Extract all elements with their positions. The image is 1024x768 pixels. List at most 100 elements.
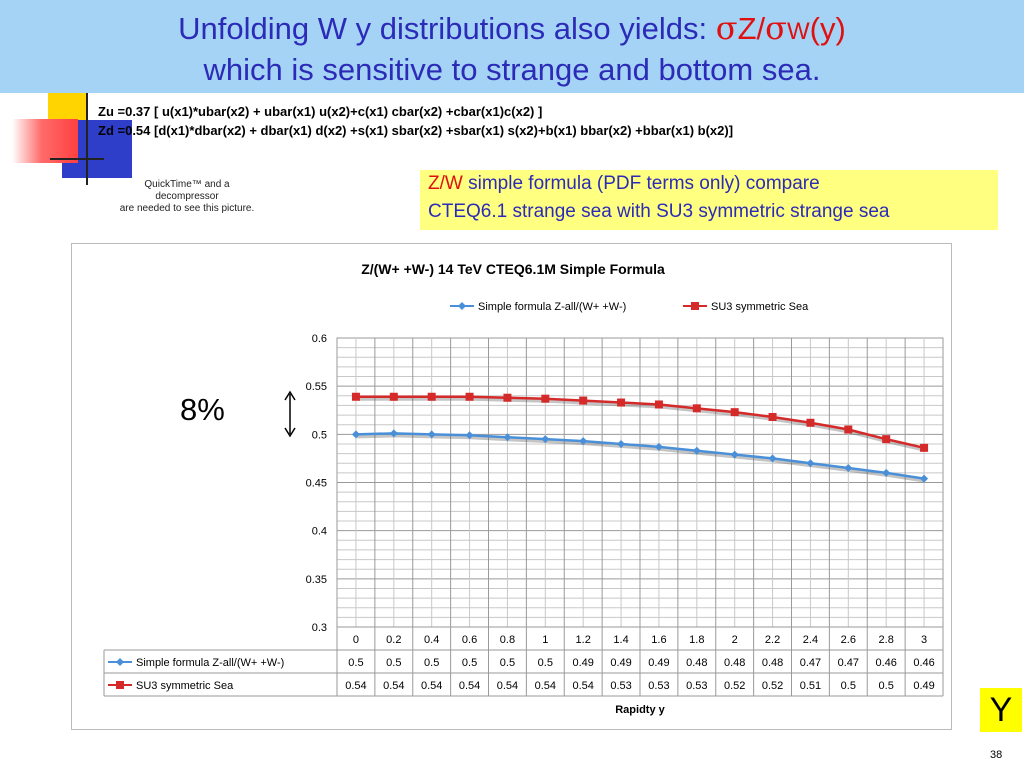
deco-vertical-line [86,93,88,185]
x-tick-label: 2.4 [803,634,818,646]
table-cell: 0.48 [686,657,707,669]
chart-legend: Simple formula Z-all/(W+ +W-) SU3 symmetr… [450,301,809,313]
series-line [355,432,925,480]
y-axis: 0.6 0.55 0.5 0.45 0.4 0.35 0.3 [306,333,327,634]
data-point [427,392,436,401]
arrow-head-down [284,427,296,438]
table-cell: 0.53 [686,680,707,692]
data-point [617,398,626,407]
quicktime-placeholder: QuickTime™ and a decompressor are needed… [92,179,282,215]
x-tick-label: 2.6 [841,634,856,646]
y-tick-label: 0.3 [312,622,327,634]
data-point [844,425,853,434]
slide-title-line-1: Unfolding W y distributions also yields:… [0,10,1024,50]
data-point [617,439,626,448]
data-point [692,404,701,413]
note-zw-label: Z/W [428,173,463,194]
sigma-symbol-z: σ [715,9,738,47]
data-point [768,412,777,421]
x-tick-label: 1.8 [689,634,704,646]
x-tick-label: 2.2 [765,634,780,646]
data-point [541,435,550,444]
table-cell: 0.46 [875,657,896,669]
x-tick-label: 0 [353,634,359,646]
table-cell: 0.5 [500,657,515,669]
data-point [503,393,512,402]
table-cell: 0.49 [610,657,631,669]
y-tick-label: 0.6 [312,333,327,345]
chart-title: Z/(W+ +W-) 14 TeV CTEQ6.1M Simple Formul… [361,261,665,277]
title-y-arg: (y) [809,11,846,46]
data-point [806,418,815,427]
formula-zd: Zd =0.54 [d(x1)*dbar(x2) + dbar(x1) d(x2… [98,123,734,138]
title-w-sub: W [787,18,810,45]
table-legend-marker [116,658,124,666]
y-tick-label: 0.55 [306,381,327,393]
page-number: 38 [990,749,1003,761]
legend-label: SU3 symmetric Sea [711,301,809,313]
slide-title-bar: Unfolding W y distributions also yields:… [0,0,1024,93]
x-tick-label: 0.4 [424,634,439,646]
data-point [730,408,739,417]
table-cell: 0.46 [913,657,934,669]
table-cell: 0.53 [610,680,631,692]
data-point [806,459,815,468]
data-table: 0 0.2 0.4 0.6 0.8 1 1.2 1.4 1.6 1.8 2 2.2 2.4 2.6 2.8 3… [103,626,944,697]
data-point [730,450,739,459]
data-point [465,431,474,440]
x-tick-label: 0.6 [462,634,477,646]
chart-grid [336,337,944,628]
table-cell: 0.54 [421,680,442,692]
legend-marker [691,302,699,310]
table-cell: 0.52 [724,680,745,692]
table-cell: 0.5 [462,657,477,669]
x-tick-label: 1 [542,634,548,646]
data-point [541,394,550,403]
data-point [503,433,512,442]
quicktime-line-3: are needed to see this picture. [119,203,255,214]
y-badge: Y [980,688,1022,732]
table-cell: 0.54 [459,680,480,692]
table-cell: 0.5 [424,657,439,669]
x-tick-label: 1.2 [576,634,591,646]
x-tick-label: 1.4 [613,634,628,646]
table-legend-marker [116,681,124,689]
deco-red-gradient [12,119,78,163]
table-cell: 0.54 [497,680,518,692]
arrow-head-up [284,390,296,401]
table-series-name: Simple formula Z-all/(W+ +W-) [136,657,284,669]
table-cell: 0.5 [879,680,894,692]
y-tick-label: 0.45 [306,478,327,490]
y-tick-label: 0.5 [312,429,327,441]
quicktime-line-2: decompressor [155,191,219,202]
x-tick-label: 2.8 [879,634,894,646]
data-point [465,392,474,401]
sigma-symbol-w: σ [765,9,787,47]
table-cell: 0.54 [572,680,593,692]
table-cell: 0.5 [386,657,401,669]
data-point [844,464,853,473]
deco-horizontal-line [50,158,104,160]
data-point [351,430,360,439]
table-cell: 0.48 [724,657,745,669]
title-z-sub: Z [737,11,757,46]
table-cell: 0.5 [841,680,856,692]
data-point [579,396,588,405]
data-point [654,442,663,451]
x-axis-label: Rapidty y [615,704,665,716]
legend-label: Simple formula Z-all/(W+ +W-) [478,301,626,313]
comparison-note-box: Z/W simple formula (PDF terms only) comp… [420,170,998,230]
data-point [427,430,436,439]
legend-marker [458,302,466,310]
table-cell: 0.54 [345,680,366,692]
table-series-name: SU3 symmetric Sea [136,680,234,692]
quicktime-line-1: QuickTime™ and a [144,179,230,190]
data-point [882,435,891,444]
table-cell: 0.47 [800,657,821,669]
data-point [692,446,701,455]
y-tick-label: 0.35 [306,574,327,586]
table-cell: 0.54 [383,680,404,692]
x-tick-label: 3 [921,634,927,646]
data-point [920,474,929,483]
